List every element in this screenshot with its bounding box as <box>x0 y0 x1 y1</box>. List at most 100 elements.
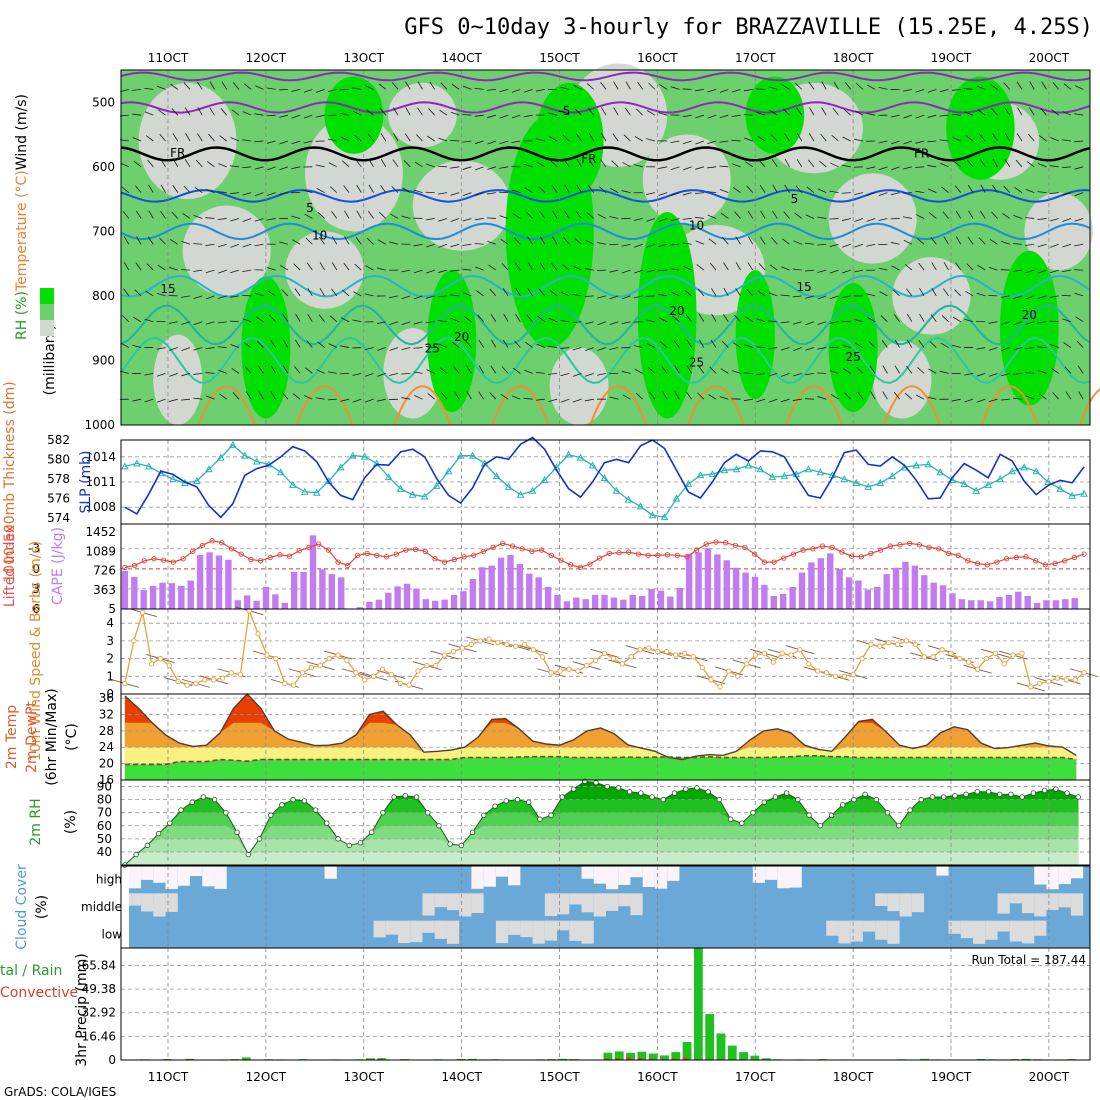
wind-barb <box>279 114 288 118</box>
cape-bar <box>385 592 392 609</box>
wind-barb <box>183 185 191 193</box>
wind-barb <box>499 166 509 169</box>
wind-barb <box>549 136 558 142</box>
li-point <box>509 543 516 549</box>
wind-barb <box>487 166 496 170</box>
wind-barb <box>792 321 802 325</box>
cloud-gap <box>153 893 166 917</box>
precip-tick-label: 32.92 <box>82 1006 116 1020</box>
cloud-gap <box>569 920 582 941</box>
thickness-point <box>348 451 357 459</box>
li-point <box>209 538 215 544</box>
wind-barb <box>918 262 925 271</box>
isotherm-warm-contour <box>197 385 256 426</box>
wind-barb <box>976 398 986 403</box>
wind-barb <box>160 159 166 168</box>
wind-barb <box>474 192 484 196</box>
wind-barb <box>649 391 656 400</box>
rh-point <box>750 809 756 816</box>
x-tick-label-bottom: 17OCT <box>735 1070 776 1084</box>
wind-barb <box>854 192 864 196</box>
wind-barb <box>795 185 803 193</box>
wind-barb <box>805 242 815 245</box>
wind-barb <box>514 340 521 348</box>
wind-barb <box>830 394 839 400</box>
li-point <box>703 541 709 547</box>
x-tick-label-bottom: 16OCT <box>637 1070 678 1084</box>
wind-barb <box>890 192 900 196</box>
wind-speed-point <box>166 663 172 669</box>
cloud-gap <box>667 866 680 881</box>
wind-barb <box>462 292 472 297</box>
wind-speed-point <box>601 650 608 656</box>
isotherm-warm-contour <box>882 385 941 426</box>
wind-barb <box>1076 340 1084 348</box>
wind-barb <box>967 184 974 193</box>
wind-barb <box>756 372 766 376</box>
precip-bar <box>603 1052 613 1060</box>
wind-barb <box>172 158 179 168</box>
wind-barb <box>329 186 338 193</box>
wind-barb <box>450 166 460 169</box>
wind-barb <box>364 293 374 297</box>
rh-point <box>211 796 218 803</box>
wind-barb <box>941 186 949 193</box>
wind-barb <box>939 139 949 142</box>
wind-speed-point <box>468 641 474 648</box>
wind-barb <box>951 113 961 116</box>
wind-barb <box>866 243 876 247</box>
li-point <box>335 559 341 565</box>
rh-point <box>144 842 151 849</box>
wind-barb <box>266 218 276 221</box>
wind-barb <box>919 313 925 322</box>
wind-barb <box>829 269 839 274</box>
li-point <box>316 541 322 547</box>
cloud-gap <box>544 920 558 941</box>
wind-barb <box>954 185 962 193</box>
wind-barb <box>377 239 386 245</box>
wind-barb <box>218 269 227 274</box>
li-point <box>742 544 748 551</box>
convective-bar <box>637 1057 643 1060</box>
x-tick-label-bottom: 18OCT <box>833 1070 874 1084</box>
wind-barb <box>279 166 289 171</box>
wind-barb <box>574 108 582 116</box>
wind-barb <box>144 87 154 90</box>
wind-barb <box>719 396 729 400</box>
rh-point <box>514 796 521 803</box>
wind-barb <box>952 316 962 323</box>
wind-barb <box>893 314 900 322</box>
wind-barb <box>218 369 227 374</box>
wind-barb <box>552 210 558 219</box>
wind-barb <box>621 243 631 247</box>
wind-barb <box>744 344 753 348</box>
wind-barb <box>376 267 386 271</box>
wind-barb <box>817 243 827 246</box>
wind-speed-point <box>770 659 776 665</box>
thickness-point <box>852 478 861 486</box>
cape-bar <box>620 599 627 609</box>
wind-barb <box>487 140 497 145</box>
wind-barb <box>674 365 680 374</box>
wind-barb <box>756 398 766 403</box>
cloud-gap <box>520 920 533 938</box>
wind-barb <box>844 81 852 90</box>
cloud-gap <box>165 866 178 890</box>
wind-barb <box>792 268 802 271</box>
wind-speed-point <box>1001 661 1007 667</box>
wind-barb <box>185 133 191 142</box>
wind-barb <box>622 162 631 168</box>
wind-barb <box>821 81 827 90</box>
wind-barb <box>195 159 203 168</box>
thickness-point <box>636 502 645 510</box>
cloud-gap <box>593 866 606 884</box>
rh-point <box>783 790 790 796</box>
cape-bar <box>544 586 552 609</box>
wind-barb <box>462 113 472 116</box>
temp-tick-label: 32 <box>99 707 114 721</box>
wind-barb <box>1074 292 1084 297</box>
wind-barb <box>866 192 876 196</box>
cloud-gap <box>581 866 594 879</box>
li-point <box>1013 554 1019 561</box>
wind-barb <box>867 84 876 90</box>
